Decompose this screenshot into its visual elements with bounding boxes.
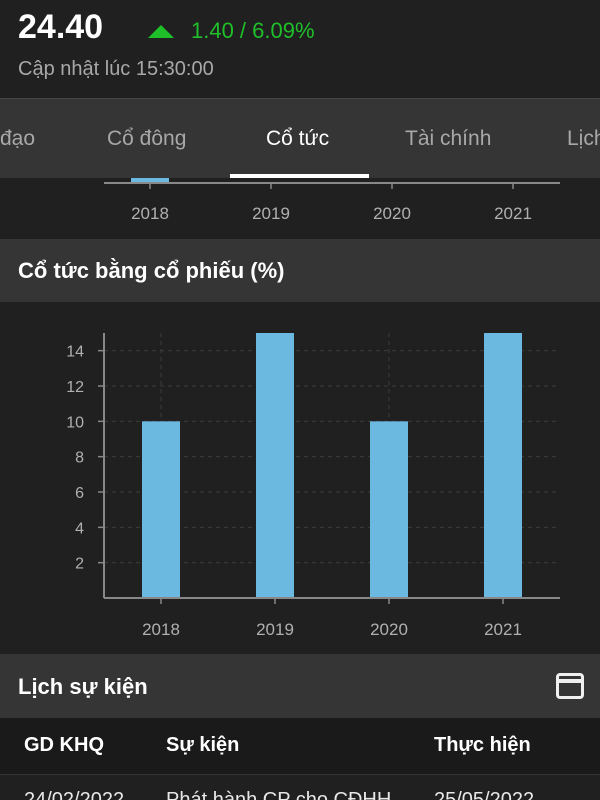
tab-tai-chinh[interactable]: Tài chính	[405, 127, 492, 150]
change-value: 1.40 / 6.09%	[191, 18, 315, 43]
tab-co-tuc[interactable]: Cổ tức	[266, 127, 330, 150]
y-tick-label: 4	[75, 520, 84, 537]
triangle-up-icon	[148, 24, 174, 38]
bar-2018	[142, 421, 180, 598]
x-tick-label: 2020	[370, 620, 408, 639]
section-title: Lịch sự kiện	[18, 674, 148, 699]
active-tab-indicator	[230, 174, 369, 178]
stock-dividend-chart: 2 4 6 8 10 12 14 2018 2019 2020 2021	[0, 302, 600, 654]
bar-2018-tail	[131, 178, 169, 182]
x-tick-label: 2021	[494, 204, 532, 223]
calendar-icon[interactable]	[556, 673, 584, 699]
cell-execution: 25/05/2022	[434, 789, 535, 800]
y-tick-label: 14	[66, 344, 84, 361]
y-tick-label: 12	[66, 379, 84, 396]
bar-2019	[256, 333, 294, 598]
y-tick-label: 8	[75, 450, 84, 467]
column-header-event: Sự kiện	[166, 734, 240, 756]
section-title: Cổ tức bằng cổ phiếu (%)	[18, 258, 285, 283]
x-tick-label: 2018	[131, 204, 169, 223]
x-tick-label: 2021	[484, 620, 522, 639]
quote-header: 24.40 1.40 / 6.09% Cập nhật lúc 15:30:00	[0, 0, 600, 98]
price-change: 1.40 / 6.09%	[148, 18, 315, 44]
x-tick-label: 2020	[373, 204, 411, 223]
update-time: Cập nhật lúc 15:30:00	[18, 58, 214, 80]
x-tick-label: 2019	[252, 204, 290, 223]
column-header-execution: Thực hiện	[434, 734, 531, 756]
events-table-header: GD KHQ Sự kiện Thực hiện	[0, 718, 600, 774]
stock-dividend-header: Cổ tức bằng cổ phiếu (%)	[0, 239, 600, 302]
tab-lich[interactable]: Lịch	[567, 127, 600, 150]
price: 24.40	[18, 8, 104, 46]
tab-co-dong[interactable]: Cổ đông	[107, 127, 187, 150]
tab-lanh-dao[interactable]: đạo	[0, 127, 36, 150]
cell-event: Phát hành CP cho CĐHH	[166, 789, 392, 800]
cash-dividend-chart-tail-svg: 2018 2019 2020 2021	[104, 178, 560, 223]
column-header-ex-date: GD KHQ	[24, 734, 104, 756]
bar-2021	[484, 333, 522, 598]
tab-bar: đạo Cổ đông Cổ tức Tài chính Lịch	[0, 98, 600, 178]
y-tick-label: 6	[75, 485, 84, 502]
x-tick-label: 2019	[256, 620, 294, 639]
y-tick-label: 10	[66, 414, 84, 431]
events-header: Lịch sự kiện	[0, 654, 600, 718]
y-tick-label: 2	[75, 556, 84, 573]
x-tick-label: 2018	[142, 620, 180, 639]
stock-dividend-chart-svg: 2 4 6 8 10 12 14 2018 2019 2020 2021	[66, 333, 560, 639]
cell-ex-date: 24/02/2022	[24, 789, 125, 800]
table-row[interactable]: 24/02/2022 Phát hành CP cho CĐHH 25/05/2…	[0, 774, 600, 800]
cash-dividend-chart-tail: 2018 2019 2020 2021	[0, 178, 600, 239]
bar-2020	[370, 421, 408, 598]
